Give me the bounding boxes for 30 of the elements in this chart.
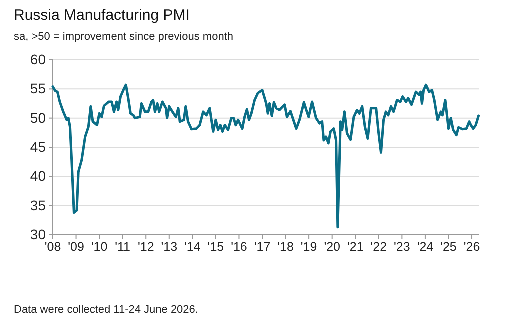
y-tick-label: 40: [30, 168, 46, 184]
x-tick-label: '26: [464, 240, 480, 254]
x-tick-label: '22: [370, 240, 388, 254]
y-tick-label: 55: [30, 80, 46, 97]
x-tick-label: '20: [324, 240, 341, 254]
chart-subtitle: sa, >50 = improvement since previous month: [14, 31, 234, 43]
y-tick-label: 50: [30, 110, 46, 126]
x-tick-label: '21: [347, 240, 364, 254]
x-tick-label: '19: [300, 240, 318, 254]
x-tick-label: '16: [231, 240, 248, 254]
x-tick-label: '13: [161, 240, 178, 254]
x-tick-label: '14: [184, 240, 201, 254]
y-tick-label: 30: [30, 226, 46, 242]
x-tick-label: '15: [208, 240, 224, 254]
x-tick-label: '17: [254, 240, 271, 254]
x-tick-label: '11: [115, 240, 131, 254]
y-tick-label: 60: [30, 51, 46, 68]
chart-title: Russia Manufacturing PMI: [14, 7, 190, 24]
x-tick-label: '23: [394, 240, 410, 254]
x-tick-label: '18: [278, 240, 294, 254]
y-tick-label: 45: [30, 138, 46, 155]
x-tick-label: '08: [44, 240, 62, 254]
x-tick-label: '09: [68, 240, 84, 254]
x-tick-label: '10: [91, 240, 108, 254]
y-tick-label: 35: [30, 197, 46, 214]
x-tick-label: '12: [138, 240, 154, 254]
x-tick-label: '25: [440, 240, 457, 254]
line-series: [52, 84, 480, 229]
text: Data were collected 11-24 June 2026.: [14, 304, 198, 316]
x-tick-label: '24: [417, 240, 434, 254]
